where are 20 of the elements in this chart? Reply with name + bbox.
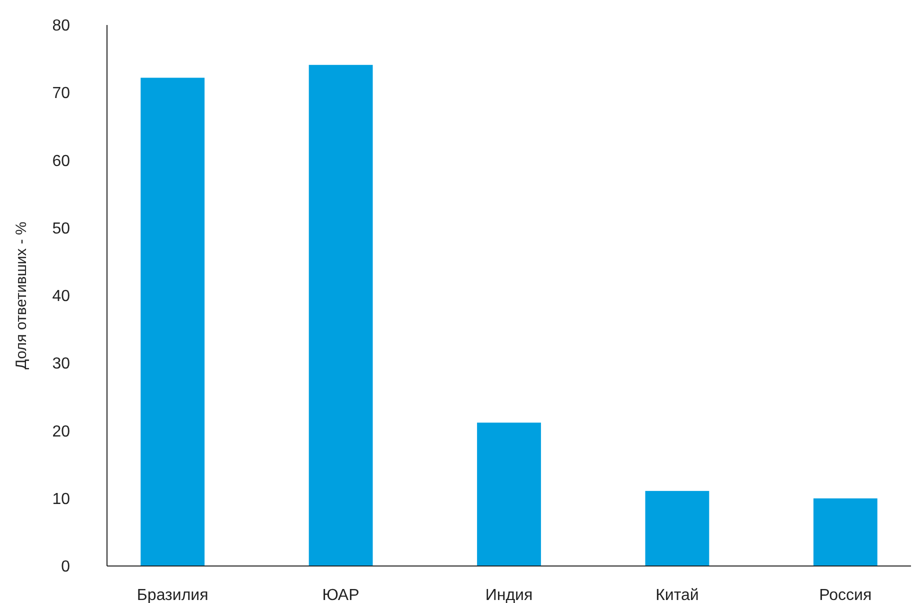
x-tick-label: Китай [656, 587, 699, 603]
y-axis-title: Доля ответивших - % [13, 222, 30, 370]
bar [308, 64, 373, 566]
x-tick-label: Россия [819, 587, 872, 603]
y-tick-label: 10 [52, 490, 70, 508]
y-tick-label: 80 [52, 18, 70, 35]
bar [645, 490, 710, 566]
y-tick-label: 60 [52, 152, 70, 170]
y-tick-label: 20 [52, 423, 70, 440]
x-tick-label: Индия [485, 587, 533, 603]
bar [140, 78, 205, 566]
y-tick-label: 40 [52, 288, 70, 306]
y-tick-label: 50 [52, 220, 70, 238]
bar [813, 498, 878, 566]
y-tick-label: 70 [52, 85, 70, 102]
y-tick-label: 0 [61, 558, 70, 576]
bar [477, 422, 541, 566]
x-tick-label: Бразилия [136, 587, 208, 603]
x-tick-label: ЮАР [322, 587, 360, 603]
y-tick-label: 30 [52, 356, 70, 373]
